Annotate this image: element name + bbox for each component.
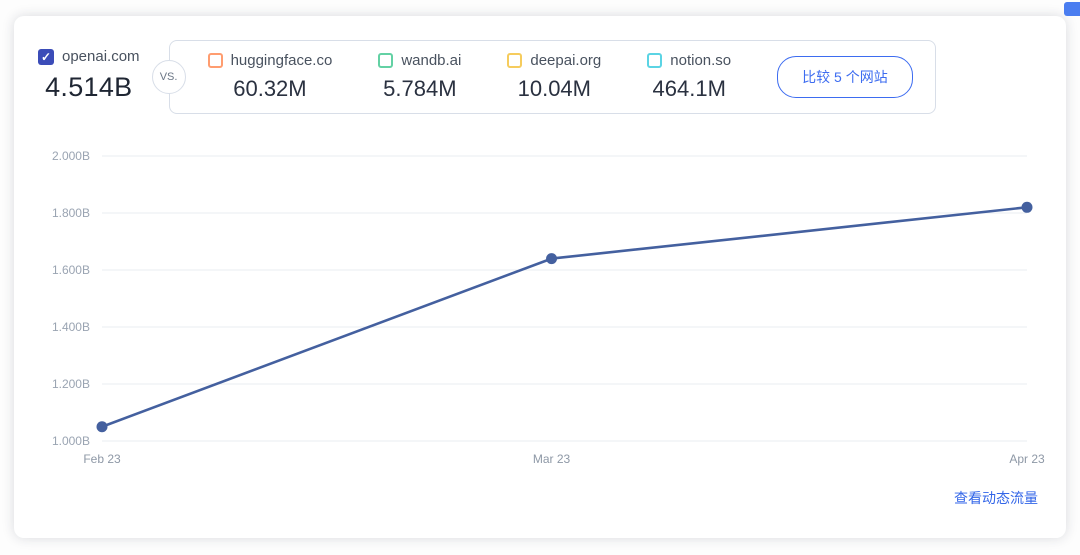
svg-text:Apr 23: Apr 23 [1009,452,1045,466]
dynamic-traffic-link[interactable]: 查看动态流量 [954,490,1038,506]
primary-site-name: openai.com [62,48,140,65]
compare-site-notion: notion.so 464.1M [647,52,731,102]
comparison-header: ✓ openai.com 4.514B VS. huggingface.co 6… [14,16,1066,114]
browser-extension-icon[interactable] [1064,2,1080,16]
site-value: 464.1M [652,76,726,101]
site-name: huggingface.co [230,52,333,69]
site-name: deepai.org [530,52,602,69]
site-value: 10.04M [517,76,591,101]
primary-site-block: ✓ openai.com 4.514B [38,40,140,103]
svg-text:2.000B: 2.000B [52,149,90,163]
site-checkbox[interactable] [378,53,394,68]
primary-site-checkbox[interactable]: ✓ [38,48,54,65]
svg-text:1.600B: 1.600B [52,263,90,277]
site-value: 60.32M [233,76,307,101]
compare-button[interactable]: 比较 5 个网站 [777,56,913,98]
svg-text:Mar 23: Mar 23 [533,452,571,466]
svg-text:1.200B: 1.200B [52,377,90,391]
vs-badge: VS. [151,60,186,94]
site-value: 5.784M [383,76,457,101]
card-footer: 查看动态流量 [14,476,1066,508]
chart-area: 1.000B 1.200B 1.400B 1.600B 1.800B 2.000B Feb … [14,134,1066,476]
compare-site-huggingface: huggingface.co 60.32M [207,52,333,102]
svg-text:Feb 23: Feb 23 [83,452,121,466]
site-name: notion.so [670,52,732,69]
traffic-card: ✓ openai.com 4.514B VS. huggingface.co 6… [14,16,1066,538]
site-checkbox[interactable] [507,53,523,68]
compare-site-wandb: wandb.ai 5.784M [378,52,461,102]
site-name: wandb.ai [401,52,462,69]
primary-site-value: 4.514B [45,72,133,102]
site-checkbox[interactable] [207,53,223,68]
check-icon: ✓ [40,49,52,64]
compare-site-deepai: deepai.org 10.04M [507,52,601,102]
svg-text:1.400B: 1.400B [52,320,90,334]
svg-text:1.000B: 1.000B [52,434,90,448]
traffic-line-chart: 1.000B 1.200B 1.400B 1.600B 1.800B 2.000B Feb … [52,149,1045,466]
compare-sites-box: huggingface.co 60.32M wandb.ai 5.784M de… [168,40,936,114]
site-checkbox[interactable] [647,53,663,68]
svg-text:1.800B: 1.800B [52,206,90,220]
